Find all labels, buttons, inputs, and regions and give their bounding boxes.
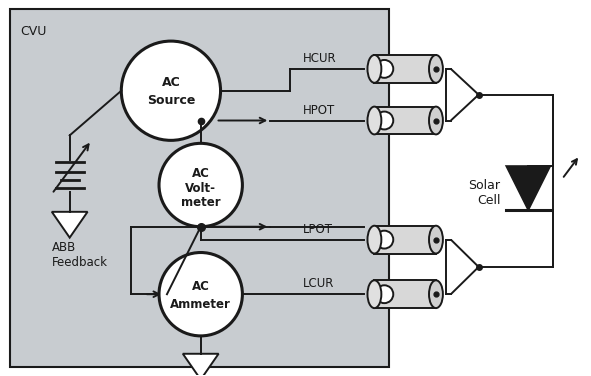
Text: AC: AC <box>161 76 180 89</box>
Polygon shape <box>506 166 550 210</box>
Text: meter: meter <box>181 196 220 209</box>
Bar <box>10 9 389 367</box>
Text: HCUR: HCUR <box>303 52 336 65</box>
Bar <box>375 107 436 134</box>
Text: HPOT: HPOT <box>303 103 335 117</box>
Text: ABB
Feedback: ABB Feedback <box>52 241 108 268</box>
Circle shape <box>159 143 242 227</box>
Text: Source: Source <box>147 94 195 107</box>
Text: CVU: CVU <box>20 25 47 38</box>
Text: Volt-: Volt- <box>185 182 216 196</box>
Ellipse shape <box>429 226 443 253</box>
Ellipse shape <box>429 280 443 308</box>
Text: Ammeter: Ammeter <box>170 298 231 311</box>
Polygon shape <box>183 354 219 376</box>
Circle shape <box>159 253 242 336</box>
Polygon shape <box>52 212 87 238</box>
Text: LCUR: LCUR <box>303 277 335 290</box>
Text: AC: AC <box>191 280 210 293</box>
Bar <box>375 226 436 253</box>
Text: AC: AC <box>191 167 210 180</box>
Ellipse shape <box>368 107 381 134</box>
Ellipse shape <box>429 107 443 134</box>
Bar <box>375 55 436 83</box>
Circle shape <box>375 231 393 249</box>
Circle shape <box>375 60 393 78</box>
Ellipse shape <box>368 226 381 253</box>
Text: LPOT: LPOT <box>303 223 333 236</box>
Ellipse shape <box>368 280 381 308</box>
Ellipse shape <box>368 55 381 83</box>
Text: Solar
Cell: Solar Cell <box>469 179 501 207</box>
Circle shape <box>375 112 393 129</box>
Bar <box>375 280 436 308</box>
Circle shape <box>121 41 220 140</box>
Circle shape <box>375 285 393 303</box>
Ellipse shape <box>429 55 443 83</box>
